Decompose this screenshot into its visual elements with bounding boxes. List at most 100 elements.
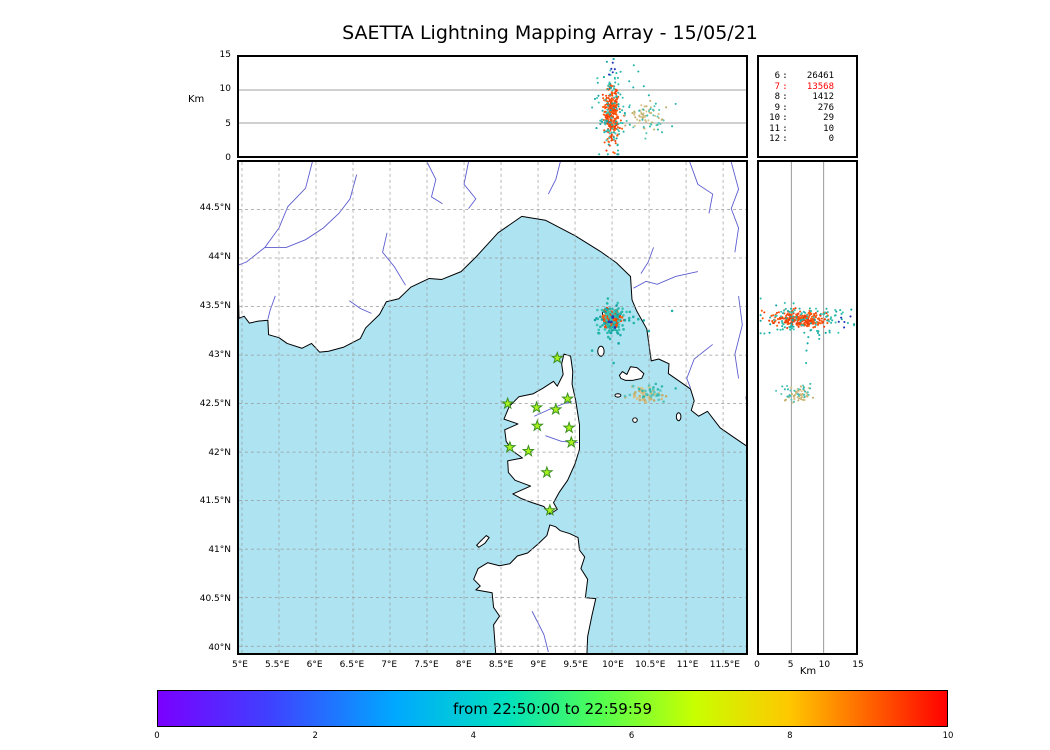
page-title: SAETTA Lightning Mapping Array - 15/05/2…: [342, 22, 758, 44]
colorbar-tick: 4: [470, 731, 477, 741]
map-latitude-tick: 40°N: [208, 643, 231, 654]
map-latitude-tick: 41°N: [208, 545, 231, 556]
source-count-stat-colon: :: [782, 92, 788, 102]
map-latitude-tick: 42°N: [208, 447, 231, 458]
source-count-stat-val: 276: [817, 102, 834, 113]
map-longitude-tick: 11°E: [676, 660, 699, 670]
altitude-latitude-panel: [757, 160, 858, 655]
source-count-stat-colon: :: [782, 102, 788, 113]
map-longitude-tick: 6.5°E: [339, 660, 365, 670]
lightning-points-altitude-longitude: [591, 57, 677, 156]
station-star: [503, 440, 517, 453]
colorbar-tick: 2: [312, 731, 318, 741]
station-star: [549, 402, 563, 416]
source-count-row: 6: 26461: [764, 71, 852, 82]
lightning-points-map: [590, 297, 677, 404]
altitude-longitude-panel: [237, 55, 748, 158]
map-longitude-tick: 11.5°E: [709, 660, 740, 670]
source-count-row: 12: 0: [764, 134, 852, 145]
top-panel-ytick: 10: [219, 84, 231, 95]
small-island: [614, 393, 622, 398]
right-panel-xtick: 0: [754, 660, 760, 670]
map-panel: [237, 160, 748, 655]
lightning-points-altitude-latitude: [759, 297, 856, 404]
map-longitude-tick: 5°E: [232, 660, 248, 670]
source-count-stat-colon: :: [782, 123, 788, 134]
source-count-stat-label: 6: [774, 71, 780, 81]
station-star: [561, 391, 575, 405]
station-star: [521, 444, 535, 457]
source-count-stat-val: 13568: [806, 81, 834, 92]
station-star: [564, 435, 578, 449]
colorbar: from 22:50:00 to 22:59:59: [157, 690, 948, 727]
station-star: [550, 351, 564, 364]
source-count-stat-val: 26461: [806, 71, 834, 81]
colorbar-tick: 10: [942, 731, 954, 741]
map-latitude-tick: 44°N: [208, 251, 231, 262]
altitude-longitude-plot: [239, 57, 746, 156]
source-count-stat-colon: :: [782, 81, 788, 92]
colorbar-tick: 0: [154, 731, 160, 741]
source-count-stat-val: 10: [823, 123, 834, 134]
asinara-island: [476, 535, 490, 548]
map-latitude-tick: 43.5°N: [199, 300, 231, 311]
source-count-row: 9: 276: [764, 103, 852, 114]
source-count-row: 11: 10: [764, 124, 852, 135]
source-count-row: 10: 29: [764, 113, 852, 124]
right-panel-xtick: 10: [818, 660, 831, 670]
map-longitude-tick: 7°E: [381, 660, 398, 670]
coastlines: [239, 162, 746, 653]
source-count-stat-val: 1412: [812, 92, 834, 102]
source-count-row: 7: 13568: [764, 82, 852, 93]
station-star: [540, 465, 554, 479]
elba-island: [618, 366, 645, 381]
station-star: [543, 503, 557, 516]
top-panel-ylabel: Km: [188, 94, 205, 105]
small-island: [597, 345, 605, 357]
map-longitude-tick: 8.5°E: [488, 660, 514, 670]
map-latitude-tick: 40.5°N: [199, 594, 231, 605]
mainland: [239, 162, 746, 447]
source-count-stat-val: 29: [823, 113, 834, 123]
map-longitude-tick: 9°E: [530, 660, 547, 670]
small-island: [632, 417, 638, 423]
station-star: [501, 396, 515, 410]
map-latitude-tick: 43°N: [208, 349, 231, 360]
map-longitude-tick: 6°E: [306, 660, 323, 670]
source-count-stat-label: 7: [774, 81, 780, 92]
source-count-stat-colon: :: [782, 134, 788, 144]
source-count-row: 8: 1412: [764, 92, 852, 103]
source-count-stat-label: 11: [769, 123, 780, 134]
map-longitude-tick: 9.5°E: [563, 660, 588, 670]
source-count-stat-label: 12: [769, 134, 780, 144]
right-panel-xlabel: Km: [799, 666, 817, 677]
source-count-stat-label: 9: [774, 102, 780, 113]
station-star: [529, 400, 544, 414]
top-panel-ytick: 5: [225, 118, 231, 129]
map-latitude-tick: 44.5°N: [199, 202, 231, 213]
station-stars: [501, 351, 578, 516]
map-longitude-tick: 10.5°E: [635, 660, 666, 670]
colorbar-tick: 6: [628, 731, 635, 741]
top-panel-ytick: 0: [225, 153, 231, 163]
source-count-stat-colon: :: [782, 71, 788, 81]
map-longitude-tick: 7.5°E: [414, 660, 439, 670]
top-panel-ytick: 15: [219, 50, 231, 60]
altitude-latitude-plot: [759, 162, 856, 653]
map-longitude-tick: 10°E: [602, 660, 624, 670]
map-longitude-tick: 8°E: [455, 660, 472, 670]
source-count-stat-label: 10: [769, 113, 780, 123]
source-count-stat-colon: :: [782, 113, 788, 123]
colorbar-tick: 8: [787, 731, 793, 741]
source-count-stat-label: 8: [774, 92, 780, 102]
source-count-stat-val: 0: [828, 134, 834, 144]
map-longitude-tick: 5.5°E: [265, 660, 290, 670]
colorbar-time-label: from 22:50:00 to 22:59:59: [452, 699, 652, 718]
right-panel-xtick: 5: [787, 660, 794, 670]
station-star: [562, 420, 576, 434]
station-star: [530, 418, 544, 432]
map-latitude-tick: 42.5°N: [199, 398, 231, 409]
right-panel-xtick: 15: [852, 660, 864, 670]
map-plot: [239, 162, 746, 653]
